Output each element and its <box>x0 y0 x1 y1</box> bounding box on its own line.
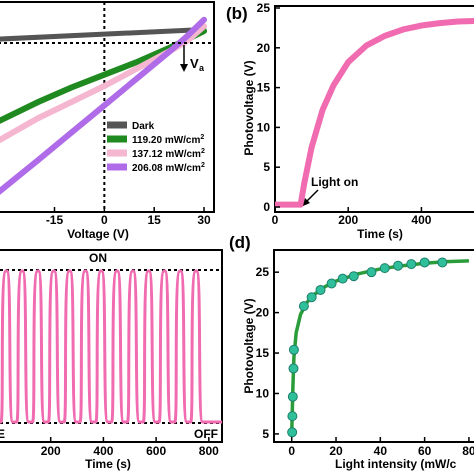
on-off-switching-trace <box>0 269 222 424</box>
d-y-tick-label: 15 <box>256 346 270 360</box>
data-point <box>406 259 417 270</box>
d-x-tick-label: 60 <box>418 444 432 458</box>
panel-b-x-axis-label: Time (s) <box>357 227 403 241</box>
b-y-tick-label: 25 <box>257 1 271 15</box>
panel-a-x-axis-label: Voltage (V) <box>67 227 129 241</box>
data-point <box>366 267 377 278</box>
panel-c-x-axis-label: Time (s) <box>85 457 131 471</box>
va-arrow-head <box>180 64 188 72</box>
data-point <box>379 263 390 274</box>
data-point <box>315 284 326 295</box>
panel-c-frame <box>0 249 223 443</box>
legend-sup: 2 <box>200 134 204 141</box>
panel-a-frame <box>0 1 215 213</box>
data-point <box>348 271 359 282</box>
legend-label-0: Dark <box>132 121 155 132</box>
b-y-tick-label: 15 <box>257 81 271 95</box>
b-x-tick-label: 200 <box>338 213 358 227</box>
va-label: V <box>190 56 199 71</box>
b-y-tick-label: 10 <box>257 120 271 134</box>
c-x-tick-label: 600 <box>146 444 166 458</box>
data-point <box>298 301 309 312</box>
c-x-tick-label: 400 <box>93 444 113 458</box>
legend-sup: 2 <box>201 148 205 155</box>
a-x-tick-label: 15 <box>148 213 162 227</box>
iv-series-3 <box>0 16 208 195</box>
data-point <box>337 273 348 284</box>
on-label: ON <box>89 251 107 265</box>
panel-c-switching: 200 400 600 800 ON OFF E Time (s) <box>0 249 223 471</box>
a-x-tick-label: 0 <box>101 213 108 227</box>
panel-a-legend: Dark 119.20 mW/cm2 137.12 mW/cm2 206.08 mW/… <box>107 121 205 174</box>
iv-series-0 <box>0 26 207 42</box>
data-point <box>437 257 448 268</box>
legend-label-3: 206.08 mW/cm2 <box>132 162 205 174</box>
data-point <box>287 391 298 402</box>
data-point <box>306 292 317 303</box>
d-y-tick-label: 10 <box>256 386 270 400</box>
b-x-tick-label: 0 <box>272 213 279 227</box>
d-y-tick-label: 5 <box>262 427 269 441</box>
c-x-tick-label: 200 <box>41 444 61 458</box>
panel-d-y-axis-label: Photovoltage (V) <box>242 298 256 393</box>
b-x-tick-label: 400 <box>411 213 431 227</box>
va-subscript: a <box>199 63 205 73</box>
photovoltage-rise-curve <box>275 17 474 208</box>
panel-b-frame <box>274 5 474 213</box>
legend-sup: 2 <box>201 162 205 169</box>
panel-b-label: (b) <box>226 4 248 23</box>
light-on-annotation: Light on <box>311 175 358 189</box>
panel-a-iv-curves: -15 0 15 30 Voltage (V) V a Dark 119.20 mW/c… <box>0 1 215 241</box>
panel-b-photovoltage-time: (b) 0 200 400 0 5 10 15 20 25 Photovoltage (V) T… <box>226 1 474 241</box>
data-point <box>419 257 430 268</box>
panel-d-label: (d) <box>229 233 251 252</box>
data-point <box>288 363 299 374</box>
a-x-tick-label: -15 <box>46 213 64 227</box>
data-point <box>287 411 298 422</box>
panel-c-left-clipped-label: E <box>0 427 5 441</box>
b-y-tick-label: 20 <box>257 41 271 55</box>
c-x-tick-label: 800 <box>199 444 219 458</box>
data-point <box>287 427 298 438</box>
data-point <box>288 344 299 355</box>
d-x-tick-label: 40 <box>374 444 388 458</box>
d-x-tick-label: 0 <box>288 444 295 458</box>
panel-d-x-axis-label: Light intensity (mW/c <box>335 457 457 471</box>
d-y-tick-label: 25 <box>256 265 270 279</box>
off-label: OFF <box>194 427 218 441</box>
b-y-tick-label: 0 <box>263 200 270 214</box>
panel-d-frame <box>273 249 474 443</box>
legend-label-1: 119.20 mW/cm2 <box>132 134 204 146</box>
panel-a-va-annotation: V a <box>190 56 205 73</box>
b-y-tick-label: 5 <box>263 160 270 174</box>
legend-label-2: 137.12 mW/cm2 <box>132 148 205 160</box>
a-x-tick-label: 30 <box>197 213 211 227</box>
data-point <box>393 260 404 271</box>
data-point <box>326 278 337 289</box>
d-x-tick-label: 80 <box>462 444 474 458</box>
d-y-tick-label: 20 <box>256 306 270 320</box>
panel-b-y-axis-label: Photovoltage (V) <box>242 60 256 155</box>
d-x-tick-label: 20 <box>329 444 343 458</box>
light-on-arrow-head <box>303 198 310 206</box>
